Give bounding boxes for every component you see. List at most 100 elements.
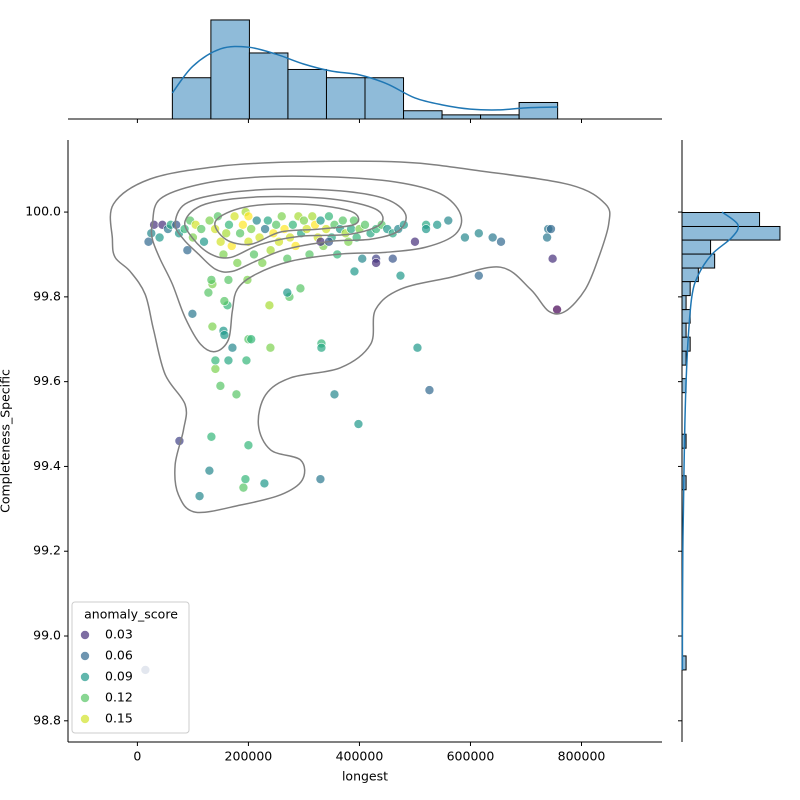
point <box>315 474 326 484</box>
point <box>360 219 370 230</box>
point <box>542 232 552 243</box>
point <box>238 219 248 230</box>
x-tick-label: 800000 <box>558 749 606 764</box>
histogram-bar <box>681 281 691 297</box>
y-tick-label: 99.0 <box>33 628 61 643</box>
point <box>206 431 217 442</box>
histogram-bar <box>210 19 250 120</box>
point <box>204 215 215 226</box>
point <box>187 309 198 319</box>
legend-marker <box>80 714 90 724</box>
point <box>424 385 435 395</box>
point <box>432 219 442 230</box>
point <box>223 275 234 285</box>
point <box>246 224 256 234</box>
point <box>349 266 360 277</box>
point <box>337 215 348 226</box>
legend-title: anomaly_score <box>84 607 178 622</box>
point <box>227 342 238 353</box>
point <box>238 482 249 493</box>
histogram-bar <box>441 114 482 120</box>
point <box>329 389 340 400</box>
point <box>282 287 293 298</box>
point <box>229 211 240 222</box>
point <box>353 419 364 429</box>
point <box>243 440 254 451</box>
point <box>210 355 221 366</box>
point <box>207 321 218 332</box>
point <box>249 249 259 260</box>
point <box>246 334 256 345</box>
point <box>219 330 230 340</box>
point <box>387 253 398 264</box>
x-tick-label: 200000 <box>225 749 273 764</box>
point <box>203 287 214 298</box>
point <box>315 215 326 226</box>
histogram-bar <box>681 322 687 338</box>
point <box>206 275 217 285</box>
y-tick-label: 100.0 <box>25 204 61 219</box>
legend-marker <box>80 672 90 682</box>
histogram-bar <box>364 77 405 120</box>
kde-line <box>171 45 558 111</box>
legend-marker <box>80 693 90 703</box>
legend-label: 0.06 <box>105 648 133 663</box>
point <box>219 296 230 306</box>
point <box>324 211 334 222</box>
histogram-bar <box>681 239 712 255</box>
point <box>299 215 309 226</box>
point <box>264 300 275 311</box>
point <box>421 224 431 234</box>
histogram-bar <box>518 101 559 120</box>
point <box>154 232 165 243</box>
point <box>546 224 556 234</box>
point <box>210 364 221 374</box>
point <box>259 478 270 489</box>
legend-box <box>71 601 190 734</box>
point <box>263 215 273 226</box>
point <box>213 211 223 222</box>
point <box>251 215 262 226</box>
point <box>204 465 215 476</box>
point <box>357 253 368 264</box>
y-tick-label: 99.6 <box>33 373 61 388</box>
histogram-bar <box>681 350 687 366</box>
point <box>487 232 498 243</box>
legend-marker <box>80 651 90 661</box>
point <box>443 215 454 226</box>
point <box>223 355 234 366</box>
point <box>232 258 243 268</box>
legend-label: 0.03 <box>105 627 133 642</box>
point <box>343 236 354 247</box>
point <box>241 355 252 366</box>
y-tick-label: 99.2 <box>33 543 61 558</box>
point <box>196 224 207 234</box>
histogram-bar <box>681 336 691 352</box>
density-contour <box>150 175 463 353</box>
kde-line <box>681 211 740 670</box>
point <box>260 224 270 234</box>
point <box>371 258 381 268</box>
point <box>235 228 245 239</box>
histogram-bar <box>681 295 687 311</box>
histogram-bar <box>248 52 289 120</box>
legend-label: 0.15 <box>105 711 133 726</box>
y-axis-label: Completeness_Specific <box>0 369 13 513</box>
histogram-bar <box>681 211 761 227</box>
histogram-bar <box>403 110 443 120</box>
point <box>182 245 193 256</box>
point <box>215 236 226 247</box>
point <box>307 211 318 222</box>
point <box>240 474 251 484</box>
point <box>547 253 558 264</box>
legend-label: 0.09 <box>105 669 133 684</box>
point <box>410 236 420 247</box>
density-contour <box>109 160 611 514</box>
point <box>215 381 226 391</box>
point <box>265 342 276 353</box>
point <box>149 219 159 230</box>
point <box>231 389 242 400</box>
point <box>395 270 406 281</box>
point <box>199 236 209 247</box>
